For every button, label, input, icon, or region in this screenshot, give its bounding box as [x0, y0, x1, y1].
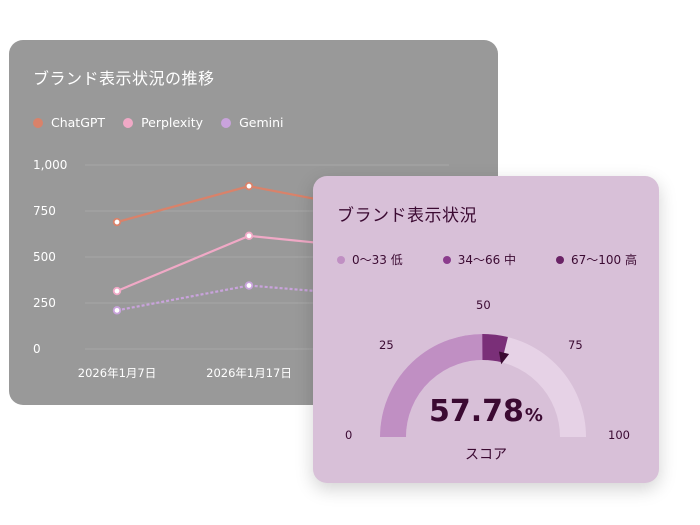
- data-point-perplexity[interactable]: [244, 231, 254, 241]
- legend-dot-high: [556, 255, 564, 264]
- legend-item-mid: 34〜66 中: [442, 251, 517, 268]
- legend-label-perplexity: Perplexity: [141, 115, 204, 130]
- y-tick-label: 0: [33, 342, 41, 356]
- data-point-chatgpt[interactable]: [244, 181, 254, 191]
- y-tick-label: 1,000: [33, 158, 67, 172]
- legend-dot-mid: [442, 255, 451, 264]
- legend-item-gemini[interactable]: Gemini: [221, 115, 283, 130]
- score-unit: %: [524, 405, 543, 426]
- trend-chart-title: ブランド表示状況の推移: [33, 69, 215, 88]
- gauge-tick-50: 50: [476, 298, 491, 312]
- legend-label-mid: 34〜66 中: [457, 253, 517, 267]
- legend-dot-perplexity: [123, 117, 134, 128]
- x-tick-label: 2026年1月7日: [78, 366, 156, 380]
- legend-dot-chatgpt: [33, 117, 43, 128]
- data-point-chatgpt[interactable]: [112, 217, 122, 227]
- legend-label-high: 67〜100 高: [571, 253, 637, 267]
- gauge-plot: [380, 334, 586, 438]
- legend-item-chatgpt[interactable]: ChatGPT: [33, 115, 105, 130]
- gauge-tick-100: 100: [608, 428, 630, 442]
- score-value: 57.78%: [313, 394, 659, 429]
- y-tick-label: 250: [33, 296, 56, 310]
- score-gauge-card: ブランド表示状況 0〜33 低 34〜66 中 67〜100 高 0 25 50…: [313, 176, 659, 483]
- gauge-card-title: ブランド表示状況: [337, 206, 477, 226]
- y-tick-label: 750: [33, 204, 56, 218]
- legend-item-high: 67〜100 高: [556, 251, 637, 268]
- legend-label-gemini: Gemini: [239, 115, 284, 130]
- legend-dot-gemini: [221, 117, 232, 128]
- x-tick-label: 2026年1月17日: [206, 366, 292, 380]
- gauge-tick-25: 25: [379, 338, 394, 352]
- legend-label-chatgpt: ChatGPT: [51, 115, 106, 130]
- legend-item-perplexity[interactable]: Perplexity: [123, 115, 203, 130]
- gauge-value-segment: [482, 334, 508, 363]
- data-point-gemini[interactable]: [244, 281, 254, 290]
- gauge-fill: [380, 334, 489, 438]
- score-number: 57.78: [429, 394, 524, 429]
- legend-label-low: 0〜33 低: [352, 253, 403, 267]
- legend-dot-low: [337, 255, 345, 264]
- data-point-gemini[interactable]: [112, 306, 122, 315]
- gauge-needle: [498, 351, 510, 365]
- legend-item-low: 0〜33 低: [337, 251, 403, 268]
- gauge-legend: 0〜33 低 34〜66 中 67〜100 高: [337, 251, 637, 268]
- gauge-tick-75: 75: [568, 338, 583, 352]
- y-tick-label: 500: [33, 250, 56, 264]
- gauge-tick-0: 0: [345, 428, 353, 442]
- data-point-perplexity[interactable]: [112, 286, 122, 296]
- trend-legend: ChatGPT Perplexity Gemini: [33, 115, 283, 130]
- trend-chart-plot: 0 250 500 750 1,000 2026年1月7日 2026年1月17日: [33, 158, 449, 380]
- score-label: スコア: [465, 447, 507, 463]
